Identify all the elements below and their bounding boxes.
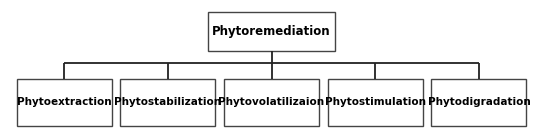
Text: Phytoextraction: Phytoextraction xyxy=(17,97,111,107)
Text: Phytoremediation: Phytoremediation xyxy=(212,25,331,38)
FancyBboxPatch shape xyxy=(120,79,215,126)
Text: Phytostimulation: Phytostimulation xyxy=(325,97,426,107)
FancyBboxPatch shape xyxy=(16,79,111,126)
Text: Phytodigradation: Phytodigradation xyxy=(427,97,531,107)
Text: Phytostabilization: Phytostabilization xyxy=(114,97,222,107)
FancyBboxPatch shape xyxy=(327,79,423,126)
FancyBboxPatch shape xyxy=(224,79,319,126)
FancyBboxPatch shape xyxy=(431,79,527,126)
Text: Phytovolatilizaion: Phytovolatilizaion xyxy=(218,97,325,107)
FancyBboxPatch shape xyxy=(207,12,335,51)
